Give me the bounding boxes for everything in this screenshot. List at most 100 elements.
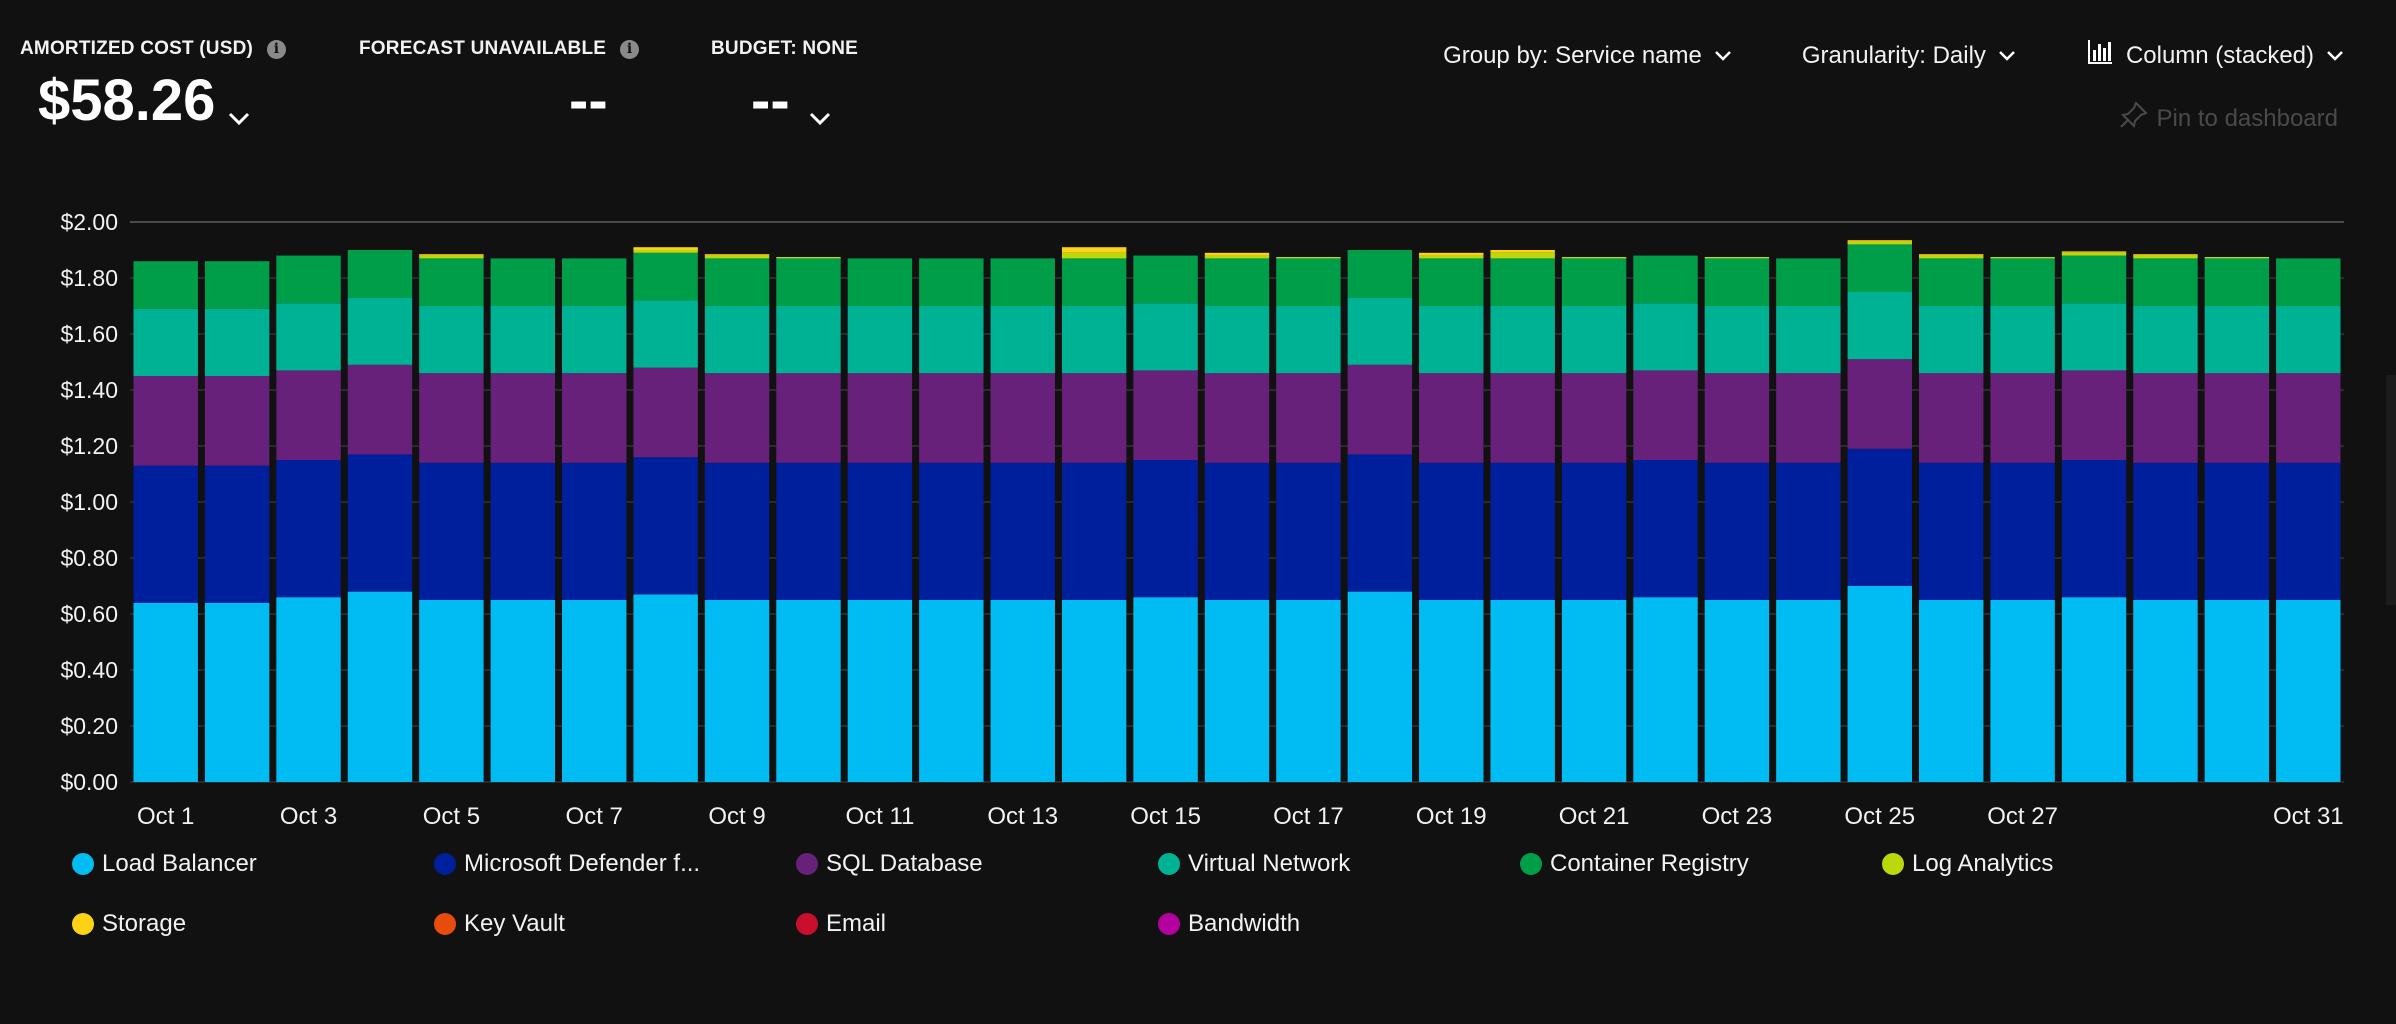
- bar-segment[interactable]: [1133, 370, 1198, 460]
- bar-segment[interactable]: [1918, 254, 1984, 256]
- bar-segment[interactable]: [1276, 258, 1341, 306]
- bar-segment[interactable]: [633, 252, 698, 301]
- bar-segment[interactable]: [419, 254, 484, 256]
- bar-segment[interactable]: [919, 258, 984, 306]
- legend-item[interactable]: Email: [796, 910, 886, 938]
- bar-segment[interactable]: [1561, 373, 1627, 463]
- bar-segment[interactable]: [1061, 306, 1127, 374]
- bar-segment[interactable]: [1276, 373, 1341, 463]
- bar-segment[interactable]: [1990, 373, 2055, 463]
- bar-segment[interactable]: [1347, 364, 1413, 455]
- bar-segment[interactable]: [490, 306, 556, 374]
- bar-segment[interactable]: [847, 373, 913, 463]
- bar-segment[interactable]: [2061, 460, 2127, 598]
- bar-segment[interactable]: [1704, 462, 1770, 600]
- bar-segment[interactable]: [1561, 258, 1627, 306]
- bar-segment[interactable]: [776, 306, 841, 374]
- bar-segment[interactable]: [1133, 597, 1198, 782]
- bar-segment[interactable]: [1204, 255, 1270, 259]
- bar-segment[interactable]: [1847, 241, 1912, 245]
- bar-segment[interactable]: [1561, 257, 1627, 259]
- bar-segment[interactable]: [1061, 252, 1127, 259]
- bar-segment[interactable]: [1847, 244, 1912, 292]
- bar-segment[interactable]: [1490, 258, 1555, 306]
- bar-segment[interactable]: [562, 600, 627, 782]
- bar-segment[interactable]: [633, 594, 698, 782]
- bar-segment[interactable]: [1561, 462, 1627, 600]
- bar-segment[interactable]: [1061, 373, 1127, 463]
- bar-segment[interactable]: [1419, 600, 1484, 782]
- bar-segment[interactable]: [2276, 373, 2341, 463]
- bar-segment[interactable]: [276, 303, 341, 371]
- bar-segment[interactable]: [1347, 250, 1413, 298]
- bar-segment[interactable]: [1490, 252, 1555, 259]
- legend-item[interactable]: Storage: [72, 910, 186, 938]
- bar-segment[interactable]: [2061, 303, 2127, 371]
- bar-segment[interactable]: [776, 258, 841, 306]
- bar-segment[interactable]: [1419, 252, 1484, 256]
- bar-segment[interactable]: [1776, 258, 1841, 306]
- bar-segment[interactable]: [2204, 600, 2270, 782]
- bar-segment[interactable]: [1847, 359, 1912, 449]
- bar-segment[interactable]: [1204, 373, 1270, 463]
- bar-segment[interactable]: [776, 600, 841, 782]
- bar-segment[interactable]: [990, 306, 1055, 374]
- bar-segment[interactable]: [419, 373, 484, 463]
- legend-item[interactable]: Load Balancer: [72, 850, 257, 878]
- bar-segment[interactable]: [1990, 462, 2055, 600]
- bar-segment[interactable]: [2133, 462, 2198, 600]
- bar-segment[interactable]: [1419, 258, 1484, 306]
- bar-segment[interactable]: [2204, 462, 2270, 600]
- bar-segment[interactable]: [1776, 306, 1841, 374]
- bar-segment[interactable]: [1490, 306, 1555, 374]
- chart-type-dropdown[interactable]: Column (stacked): [2086, 38, 2344, 73]
- bar-segment[interactable]: [1061, 600, 1127, 782]
- bar-segment[interactable]: [347, 591, 413, 782]
- bar-segment[interactable]: [1133, 460, 1198, 598]
- bar-segment[interactable]: [1704, 306, 1770, 374]
- group-by-dropdown[interactable]: Group by: Service name: [1443, 42, 1732, 70]
- bar-segment[interactable]: [1847, 240, 1912, 242]
- bar-segment[interactable]: [633, 300, 698, 368]
- bar-segment[interactable]: [776, 257, 841, 259]
- bar-segment[interactable]: [1918, 306, 1984, 374]
- bar-segment[interactable]: [2133, 258, 2198, 306]
- chevron-down-icon[interactable]: [227, 110, 251, 126]
- bar-segment[interactable]: [1918, 255, 1984, 259]
- bar-segment[interactable]: [1704, 257, 1770, 259]
- bar-segment[interactable]: [562, 373, 627, 463]
- bar-segment[interactable]: [419, 600, 484, 782]
- bar-segment[interactable]: [133, 465, 198, 603]
- bar-segment[interactable]: [2204, 373, 2270, 463]
- bar-segment[interactable]: [704, 258, 770, 306]
- bar-segment[interactable]: [919, 306, 984, 374]
- bar-segment[interactable]: [204, 602, 270, 782]
- bar-segment[interactable]: [2204, 306, 2270, 374]
- bar-segment[interactable]: [204, 261, 270, 309]
- bar-segment[interactable]: [562, 462, 627, 600]
- bar-segment[interactable]: [1561, 600, 1627, 782]
- bar-segment[interactable]: [347, 250, 413, 298]
- bar-segment[interactable]: [633, 367, 698, 458]
- bar-segment[interactable]: [419, 258, 484, 306]
- bar-segment[interactable]: [704, 373, 770, 463]
- bar-segment[interactable]: [2276, 258, 2341, 306]
- bar-segment[interactable]: [1847, 292, 1912, 360]
- bar-segment[interactable]: [562, 306, 627, 374]
- bar-segment[interactable]: [919, 600, 984, 782]
- bar-segment[interactable]: [776, 373, 841, 463]
- bar-segment[interactable]: [1347, 454, 1413, 592]
- bar-segment[interactable]: [847, 600, 913, 782]
- bar-segment[interactable]: [1276, 462, 1341, 600]
- bar-segment[interactable]: [2133, 254, 2198, 256]
- legend-item[interactable]: Microsoft Defender f...: [434, 850, 700, 878]
- bar-segment[interactable]: [919, 373, 984, 463]
- bar-segment[interactable]: [490, 462, 556, 600]
- granularity-dropdown[interactable]: Granularity: Daily: [1802, 42, 2016, 70]
- bar-segment[interactable]: [1204, 462, 1270, 600]
- bar-segment[interactable]: [1776, 462, 1841, 600]
- bar-segment[interactable]: [1204, 306, 1270, 374]
- bar-segment[interactable]: [419, 306, 484, 374]
- legend-item[interactable]: Bandwidth: [1158, 910, 1300, 938]
- bar-segment[interactable]: [276, 370, 341, 460]
